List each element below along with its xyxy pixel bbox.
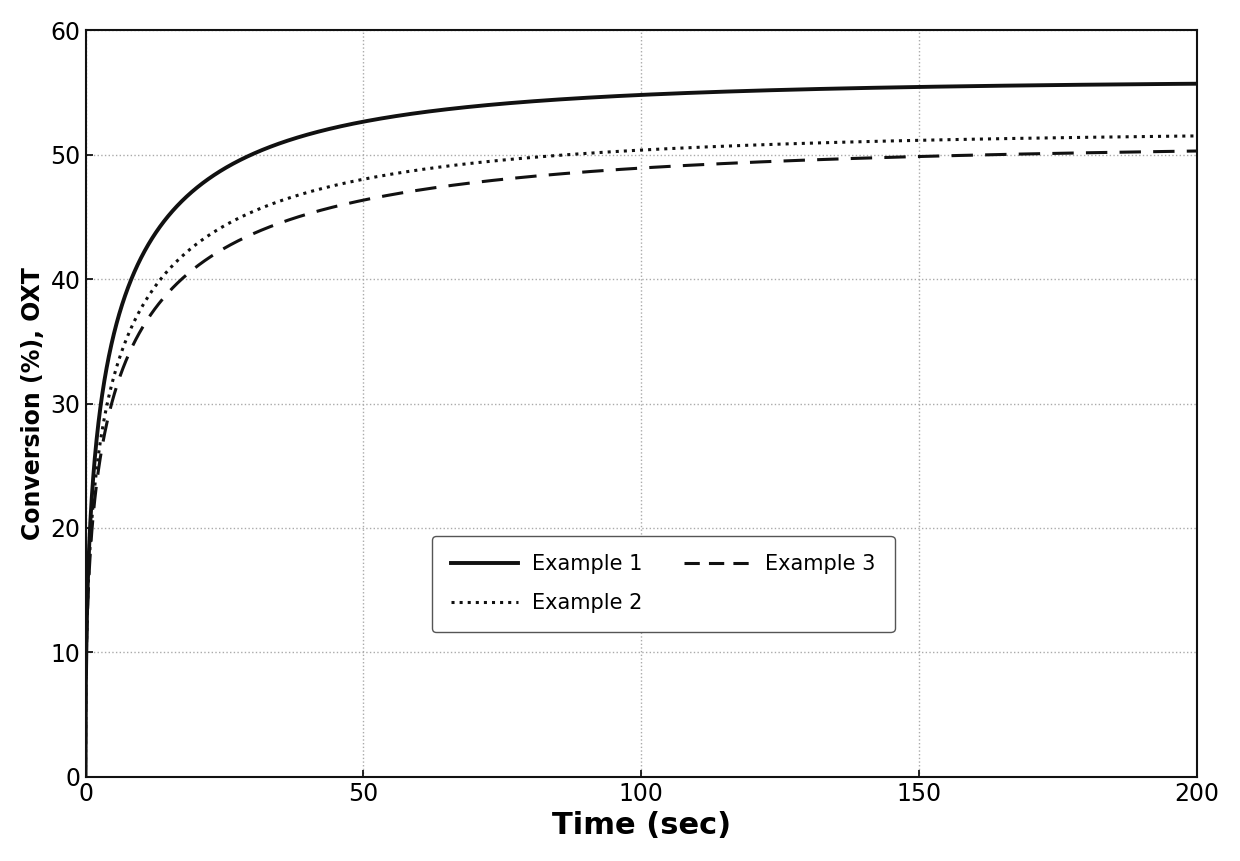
Example 1	[1167, 78, 1182, 89]
Example 1	[552, 94, 567, 104]
Line: Example 1: Example 1	[86, 84, 1197, 777]
Example 2	[78, 771, 93, 782]
Example 3	[78, 771, 93, 782]
Example 3	[1189, 146, 1204, 156]
Example 2	[505, 154, 520, 164]
Example 3	[1167, 146, 1182, 157]
Example 2	[1189, 131, 1204, 141]
Example 3	[270, 219, 285, 229]
Example 2	[270, 196, 285, 207]
Example 2	[1048, 133, 1063, 143]
Line: Example 3: Example 3	[86, 151, 1197, 777]
Example 1	[1189, 78, 1204, 89]
Example 2	[205, 228, 219, 238]
Example 1	[1048, 80, 1063, 90]
Example 1	[505, 98, 520, 108]
Example 3	[505, 173, 520, 183]
Example 2	[552, 150, 567, 160]
Y-axis label: Conversion (%), OXT: Conversion (%), OXT	[21, 267, 45, 540]
Example 1	[78, 771, 93, 782]
Line: Example 2: Example 2	[86, 136, 1197, 777]
Legend: Example 1, Example 2, Example 3: Example 1, Example 2, Example 3	[432, 536, 894, 632]
Example 2	[1167, 131, 1182, 141]
Example 3	[552, 169, 567, 179]
Example 3	[1048, 148, 1063, 158]
Example 1	[205, 171, 219, 182]
Example 3	[205, 251, 219, 261]
X-axis label: Time (sec): Time (sec)	[552, 811, 730, 840]
Example 1	[270, 139, 285, 149]
